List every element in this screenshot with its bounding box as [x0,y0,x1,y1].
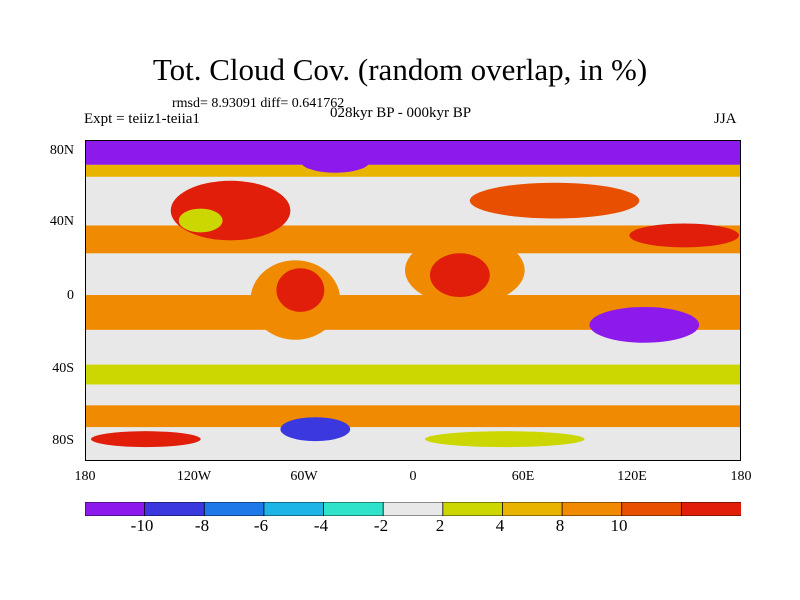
lat-label-80s: 80S [52,433,74,448]
australia-negative [589,306,700,343]
eurasia-positive [469,182,640,219]
colorbar-swatch [442,502,504,516]
colorbar-label-8: 8 [555,516,565,535]
stats-text: rmsd= 8.93091 diff= 0.641762 [172,96,345,111]
colorbar-label-10: 10 [610,516,628,535]
colorbar-label-neg4: -4 [313,516,329,535]
arctic-band [86,141,740,165]
season-label: JJA [714,111,737,127]
colorbar-swatch [382,502,444,516]
colorbar-label-neg8: -8 [194,516,210,535]
lon-label-60e: 60E [511,469,535,484]
colorbar-swatch [621,502,683,516]
north-pacific-positive [629,223,740,248]
colorbar-label-neg10: -10 [130,516,154,535]
southern-midlat-band [86,364,740,385]
antarctic-positive [90,431,201,448]
colorbar-swatch [561,502,623,516]
lon-label-120e: 120E [617,469,647,484]
east-antarctic-band [424,431,585,448]
lon-label-0: 0 [409,469,417,484]
equatorial-gap [86,285,740,296]
colorbar-swatch [680,502,741,516]
lat-label-80n: 80N [49,143,74,158]
colorbar-swatch [323,502,385,516]
colorbar-swatch [85,502,146,516]
weddell-negative [280,417,351,442]
cloud-cover-map [85,140,741,461]
colorbar-label-neg2: -2 [373,516,389,535]
colorbar-label-4: 4 [495,516,505,535]
lat-label-40s: 40S [52,361,74,376]
colorbar-swatch [144,502,206,516]
colorbar-swatch [502,502,563,516]
experiment-label: Expt = teiiz1-teiia1 [84,111,200,127]
greenland-negative [300,148,371,173]
colorbar-swatch [263,502,325,516]
amazon-positive [276,268,325,312]
north-band [86,164,740,177]
pacific-coast-positive [178,208,223,233]
colorbar [85,502,741,516]
period-label: 028kyr BP - 000kyr BP [330,105,472,121]
colorbar-label-2: 2 [435,516,445,535]
lat-label-40n: 40N [49,214,74,229]
africa-positive [429,253,490,298]
colorbar-label-neg6: -6 [253,516,269,535]
lat-label-0: 0 [67,288,74,303]
lon-label-180w: 180 [74,469,96,484]
page-title: Tot. Cloud Cov. (random overlap, in %) [152,52,648,87]
lon-label-180e: 180 [730,469,752,484]
lon-label-120w: 120W [176,469,212,484]
antarctic-band [86,427,740,460]
southern-ocean-band [86,405,740,428]
colorbar-swatch [203,502,265,516]
lon-label-60w: 60W [290,469,318,484]
